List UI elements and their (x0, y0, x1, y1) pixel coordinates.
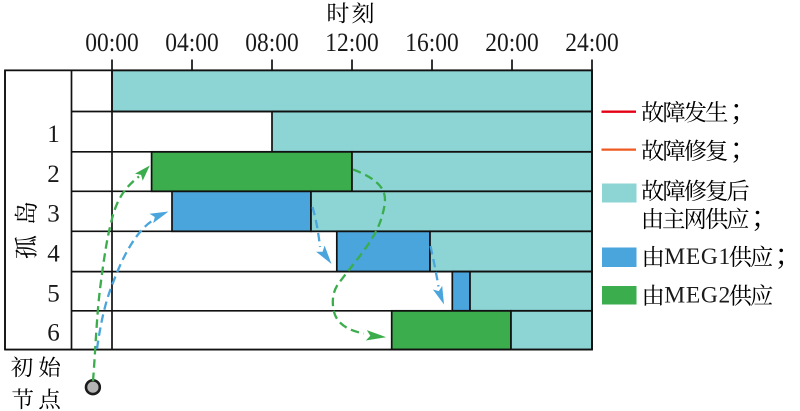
svg-text:3: 3 (47, 201, 60, 228)
svg-text:12:00: 12:00 (325, 28, 379, 57)
svg-text:1: 1 (47, 121, 60, 148)
svg-text:6: 6 (47, 319, 60, 346)
svg-text:04:00: 04:00 (165, 28, 219, 57)
svg-text:24:00: 24:00 (565, 28, 619, 57)
svg-text:2: 2 (47, 161, 60, 188)
svg-text:08:00: 08:00 (245, 28, 299, 57)
svg-text:MEG2: MEG2 (664, 283, 730, 309)
svg-text:00:00: 00:00 (85, 28, 139, 57)
svg-text:4: 4 (47, 241, 60, 268)
svg-text:MEG1: MEG1 (664, 244, 730, 270)
svg-text:5: 5 (47, 280, 60, 307)
svg-text:16:00: 16:00 (405, 28, 459, 57)
svg-text:20:00: 20:00 (485, 28, 539, 57)
